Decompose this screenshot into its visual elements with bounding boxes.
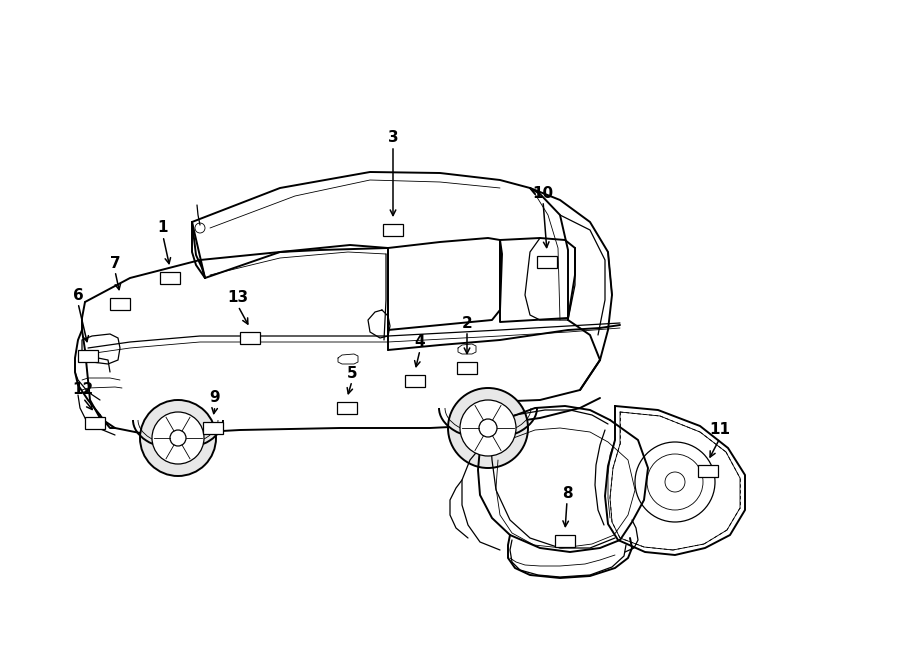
Bar: [160, 272, 180, 284]
Bar: [203, 422, 223, 434]
Circle shape: [140, 400, 216, 476]
Bar: [698, 465, 718, 477]
Circle shape: [460, 400, 516, 456]
Text: 8: 8: [562, 485, 572, 500]
Bar: [78, 350, 98, 362]
Circle shape: [170, 430, 186, 446]
Text: 11: 11: [709, 422, 731, 438]
Text: 3: 3: [388, 130, 399, 145]
Text: 12: 12: [72, 383, 94, 397]
Bar: [457, 362, 477, 374]
Text: 10: 10: [533, 186, 554, 200]
Text: 1: 1: [158, 221, 168, 235]
Bar: [110, 298, 130, 310]
Bar: [405, 375, 425, 387]
Bar: [555, 535, 575, 547]
Text: 7: 7: [110, 256, 121, 270]
Text: 13: 13: [228, 290, 248, 305]
Bar: [240, 332, 260, 344]
Bar: [537, 256, 557, 268]
Circle shape: [479, 419, 497, 437]
Text: 9: 9: [210, 391, 220, 405]
Bar: [85, 417, 105, 429]
Circle shape: [152, 412, 204, 464]
Text: 4: 4: [415, 334, 426, 350]
Text: 2: 2: [462, 315, 472, 330]
Bar: [383, 224, 403, 236]
Bar: [337, 402, 357, 414]
Text: 5: 5: [346, 366, 357, 381]
Circle shape: [448, 388, 528, 468]
Text: 6: 6: [73, 288, 84, 303]
